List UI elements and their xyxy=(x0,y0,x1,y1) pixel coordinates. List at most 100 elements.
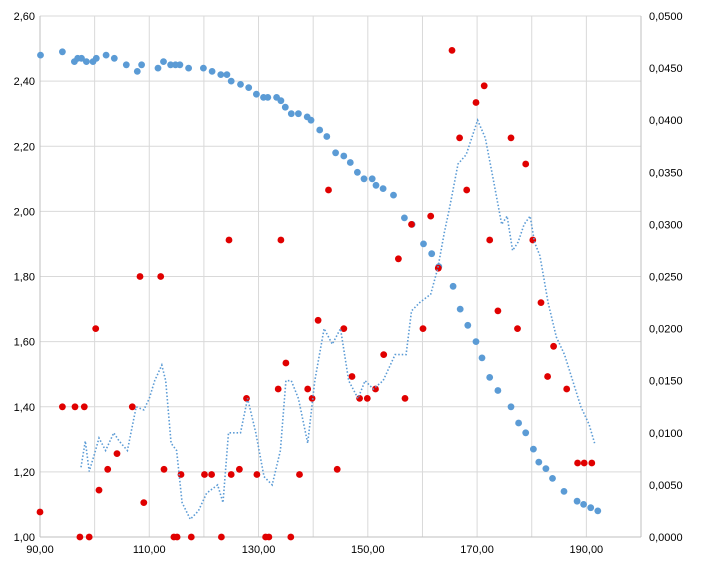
blue-data-point xyxy=(428,250,436,258)
blue-data-point xyxy=(133,68,141,75)
red-data-point xyxy=(140,499,148,506)
blue-data-point xyxy=(110,54,118,62)
red-data-point xyxy=(494,307,502,315)
blue-data-point xyxy=(223,71,231,78)
blue-data-point xyxy=(494,387,502,394)
red-data-point xyxy=(486,236,494,244)
y2-tick-label: 0,0250 xyxy=(649,272,683,284)
red-data-point xyxy=(287,533,295,541)
blue-data-point xyxy=(102,51,110,59)
y-tick-label: 2,00 xyxy=(14,206,35,218)
red-data-point xyxy=(253,471,261,478)
blue-data-point xyxy=(245,84,253,91)
plot-area xyxy=(36,47,602,541)
red-data-point xyxy=(372,385,379,393)
y2-tick-label: 0,0000 xyxy=(649,532,683,544)
red-data-point xyxy=(544,373,551,380)
blue-data-point xyxy=(515,419,522,427)
red-data-point xyxy=(92,325,100,332)
red-data-point xyxy=(427,212,435,220)
red-data-point xyxy=(95,486,103,494)
red-data-point xyxy=(177,471,185,478)
y-tick-label: 1,60 xyxy=(14,337,35,349)
blue-data-point xyxy=(587,504,595,512)
red-data-point xyxy=(580,459,588,467)
red-data-point xyxy=(380,351,388,358)
red-data-point xyxy=(243,395,250,402)
red-data-point xyxy=(80,403,88,411)
red-data-point xyxy=(563,385,571,393)
red-data-point xyxy=(434,264,442,272)
blue-data-point xyxy=(472,338,480,345)
red-data-point xyxy=(274,385,282,393)
red-data-point xyxy=(314,316,322,324)
red-data-point xyxy=(419,325,427,332)
red-data-point xyxy=(187,533,195,541)
red-data-point xyxy=(507,134,515,142)
blue-data-point xyxy=(316,126,324,134)
y2-tick-label: 0,0300 xyxy=(649,219,683,231)
y2-tick-label: 0,0100 xyxy=(649,428,683,440)
red-data-point xyxy=(173,533,181,541)
red-data-point xyxy=(76,533,84,541)
blue-data-point xyxy=(368,175,376,183)
blue-data-point xyxy=(594,507,602,515)
tick-labels: 1,00 1,20 1,40 1,60 1,80 2,00 2,20 2,40 2,60 0,00… xyxy=(14,11,683,556)
blue-data-point xyxy=(200,64,207,72)
red-data-point xyxy=(340,325,348,332)
red-data-point xyxy=(85,533,93,541)
y-tick-label: 2,40 xyxy=(14,76,35,88)
blue-data-point xyxy=(154,64,162,72)
blue-data-point xyxy=(530,445,537,453)
red-data-point xyxy=(395,255,402,263)
red-data-point xyxy=(36,508,44,516)
blue-data-point xyxy=(507,403,515,411)
red-data-point xyxy=(113,450,121,457)
blue-data-point xyxy=(360,175,368,183)
blue-data-point xyxy=(573,497,581,505)
red-data-point xyxy=(348,373,356,380)
y2-tick-label: 0,0200 xyxy=(649,324,683,336)
blue-data-point xyxy=(277,97,285,105)
blue-data-point xyxy=(264,94,272,101)
blue-data-point xyxy=(560,488,568,495)
red-data-point xyxy=(265,533,273,541)
blue-data-point xyxy=(549,475,556,482)
red-data-point xyxy=(160,465,168,473)
blue-data-point xyxy=(227,77,235,85)
blue-data-point xyxy=(295,110,302,118)
red-data-point xyxy=(401,395,409,402)
blue-data-point xyxy=(287,110,295,118)
blue-data-point xyxy=(332,149,339,157)
axes xyxy=(39,16,642,538)
y2-tick-label: 0,0400 xyxy=(649,115,683,127)
y-tick-label: 1,20 xyxy=(14,467,35,479)
blue-data-point xyxy=(372,181,380,189)
red-data-point xyxy=(277,236,285,244)
x-tick-label: 130,00 xyxy=(242,544,276,556)
y-tick-label: 2,20 xyxy=(14,141,35,153)
blue-data-point xyxy=(160,58,167,65)
red-data-point xyxy=(363,395,371,402)
blue-data-point xyxy=(281,103,289,111)
blue-data-point xyxy=(464,321,472,329)
blue-data-point xyxy=(478,354,486,362)
x-tick-label: 190,00 xyxy=(570,544,604,556)
y2-tick-label: 0,0050 xyxy=(649,480,683,492)
red-data-point xyxy=(408,221,415,228)
blue-data-point xyxy=(138,61,146,69)
red-data-point xyxy=(472,99,480,106)
blue-data-point xyxy=(486,374,494,381)
red-data-point xyxy=(574,459,581,467)
blue-data-point xyxy=(122,61,130,69)
red-data-point xyxy=(325,186,332,194)
red-data-point xyxy=(157,273,165,280)
y2-tick-label: 0,0150 xyxy=(649,376,683,388)
blue-data-point xyxy=(167,61,175,69)
series-dotted-line xyxy=(80,117,596,521)
x-tick-label: 110,00 xyxy=(133,544,166,556)
blue-data-point xyxy=(307,116,315,124)
blue-data-point xyxy=(456,305,464,313)
y-tick-label: 1,00 xyxy=(14,532,35,544)
